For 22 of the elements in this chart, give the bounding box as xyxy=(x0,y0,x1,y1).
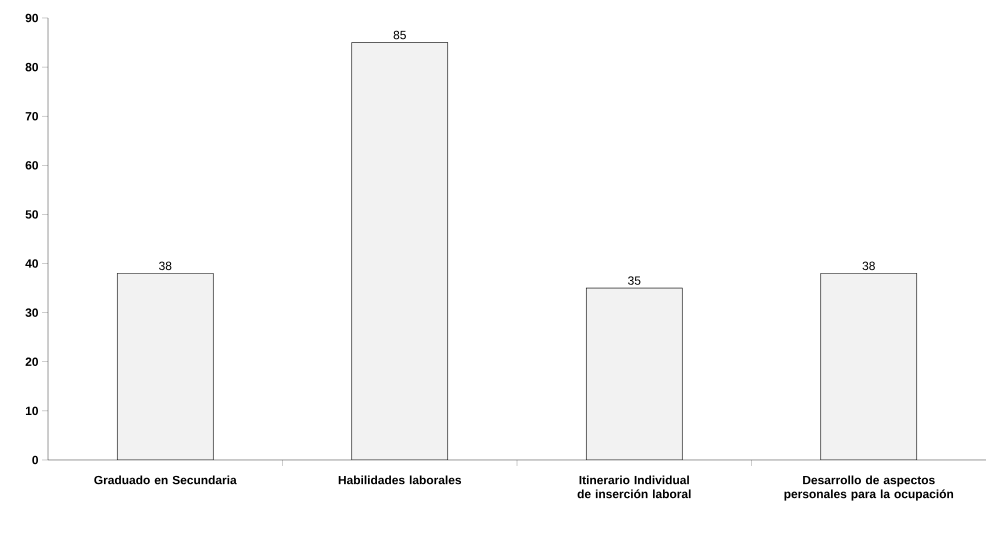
y-tick-label: 50 xyxy=(26,210,38,219)
x-tick-label: Habilidades laborales xyxy=(338,476,462,484)
y-tick-label: 70 xyxy=(26,112,38,120)
y-tick-label: 40 xyxy=(25,259,38,268)
x-tick-label: Desarrollo de aspectos personales para la ocupación xyxy=(784,476,954,501)
y-tick-label: 0 xyxy=(32,456,38,464)
x-tick-label: Itinerario Individual de inserción laboral xyxy=(578,476,691,498)
y-tick-label: 60 xyxy=(26,161,38,170)
y-tick-label: 20 xyxy=(26,358,38,366)
y-tick-label: 30 xyxy=(25,308,38,317)
y-tick-label: 80 xyxy=(26,62,38,72)
data-label: 35 xyxy=(628,276,640,285)
data-label: 38 xyxy=(159,262,172,270)
y-tick-label: 90 xyxy=(26,14,38,22)
bar xyxy=(117,273,214,460)
data-label: 85 xyxy=(394,30,406,40)
data-label: 38 xyxy=(862,262,875,270)
bar xyxy=(352,42,448,460)
bar xyxy=(586,288,682,460)
x-tick-label: Graduado en Secundaria xyxy=(94,476,237,484)
y-tick-label: 10 xyxy=(26,406,38,416)
bar xyxy=(820,273,918,460)
